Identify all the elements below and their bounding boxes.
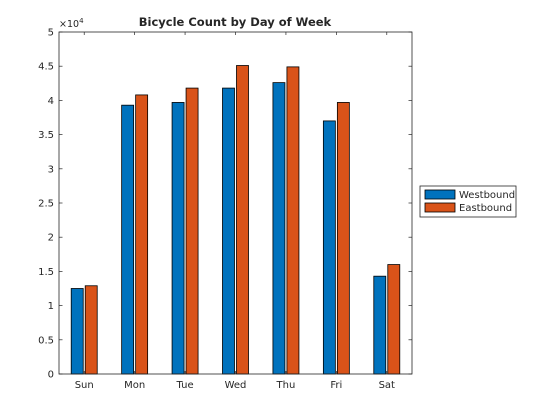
y-exponent-power: 4 (79, 17, 84, 25)
y-tick-label: 3.5 (38, 130, 54, 141)
axes-box (58, 31, 413, 375)
y-exponent-label: ×104 (59, 17, 84, 30)
y-tick-label: 2.5 (38, 199, 54, 210)
bar-eastbound-sun (84, 285, 98, 375)
bar-eastbound-sat (387, 264, 401, 375)
bar-eastbound-fri (336, 102, 350, 375)
legend: Westbound Eastbound (419, 185, 517, 218)
bar-westbound-fri (322, 120, 336, 375)
y-tick-label: 1 (48, 301, 54, 312)
y-exponent-base: ×10 (59, 19, 79, 30)
chart-title: Bicycle Count by Day of Week (139, 15, 332, 29)
bar-eastbound-tue (185, 87, 199, 375)
bar-westbound-sun (70, 288, 84, 375)
y-tick-label: 1.5 (38, 267, 54, 278)
y-tick-label: 4.5 (38, 62, 54, 73)
x-tick-label: Fri (330, 380, 342, 391)
bar-eastbound-thu (286, 66, 300, 375)
y-tick-label: 4 (48, 96, 54, 107)
y-tick-label: 0 (48, 370, 54, 381)
bar-eastbound-mon (135, 94, 149, 375)
bar-westbound-thu (272, 82, 286, 375)
bars-group (70, 65, 401, 375)
x-tick-label: Thu (276, 380, 296, 391)
x-tick-label: Tue (176, 380, 194, 391)
legend-label-eastbound: Eastbound (459, 203, 512, 214)
bar-westbound-tue (171, 102, 185, 375)
legend-swatch-eastbound (424, 202, 456, 213)
bar-westbound-mon (121, 104, 135, 375)
x-tick-label: Mon (124, 380, 145, 391)
bar-eastbound-wed (236, 65, 249, 375)
axes-group: Sun Mon Tue Wed Thu Fri Sat 0 0.5 1 1.5 2 2.5 3 3.5 4 4.… (38, 28, 413, 391)
bar-westbound-wed (222, 87, 235, 375)
legend-label-westbound: Westbound (459, 190, 515, 201)
bar-westbound-sat (373, 275, 387, 375)
legend-swatch-westbound (424, 189, 456, 200)
y-tick-label: 3 (48, 164, 54, 175)
x-tick-label: Sun (75, 380, 94, 391)
y-tick-label: 5 (48, 28, 54, 39)
x-tick-label: Sat (379, 380, 395, 391)
y-tick-label: 0.5 (38, 335, 54, 346)
x-tick-label: Wed (225, 380, 247, 391)
y-tick-label: 2 (48, 233, 54, 244)
plot-area (59, 32, 412, 374)
